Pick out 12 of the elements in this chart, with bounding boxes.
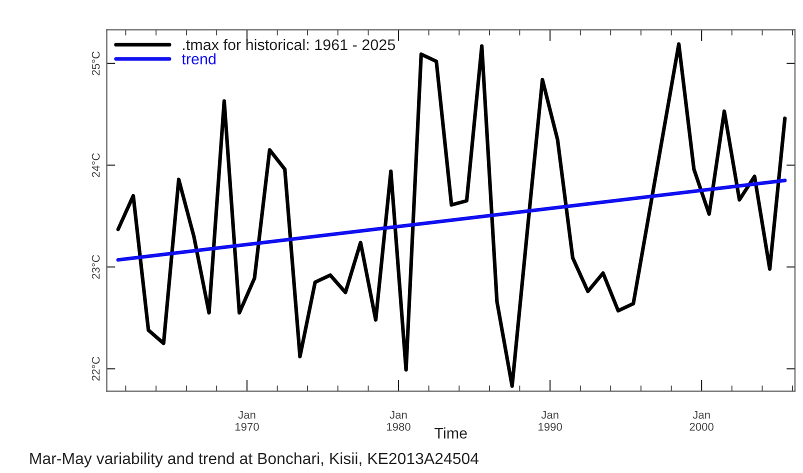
x-axis-title: Time xyxy=(434,427,467,439)
legend-label: trend xyxy=(182,53,216,64)
y-tick-label: 25°C xyxy=(92,51,100,76)
text: Mar-May variability and trend at Bonchari, Kisii, KE2013A24504 xyxy=(30,452,479,468)
legend-label: .tmax for historical: 1961 - 2025 xyxy=(183,38,396,50)
y-tick-label: 22°C xyxy=(92,356,100,381)
x-tick-label: Jan 1970 xyxy=(235,411,259,431)
x-tick-label: Jan 2000 xyxy=(690,411,714,431)
y-tick-label: 23°C xyxy=(92,254,100,279)
x-tick-label: Jan 1990 xyxy=(538,411,562,431)
x-tick-label: Jan 1980 xyxy=(386,411,410,431)
y-tick-label: 24°C xyxy=(92,153,100,178)
